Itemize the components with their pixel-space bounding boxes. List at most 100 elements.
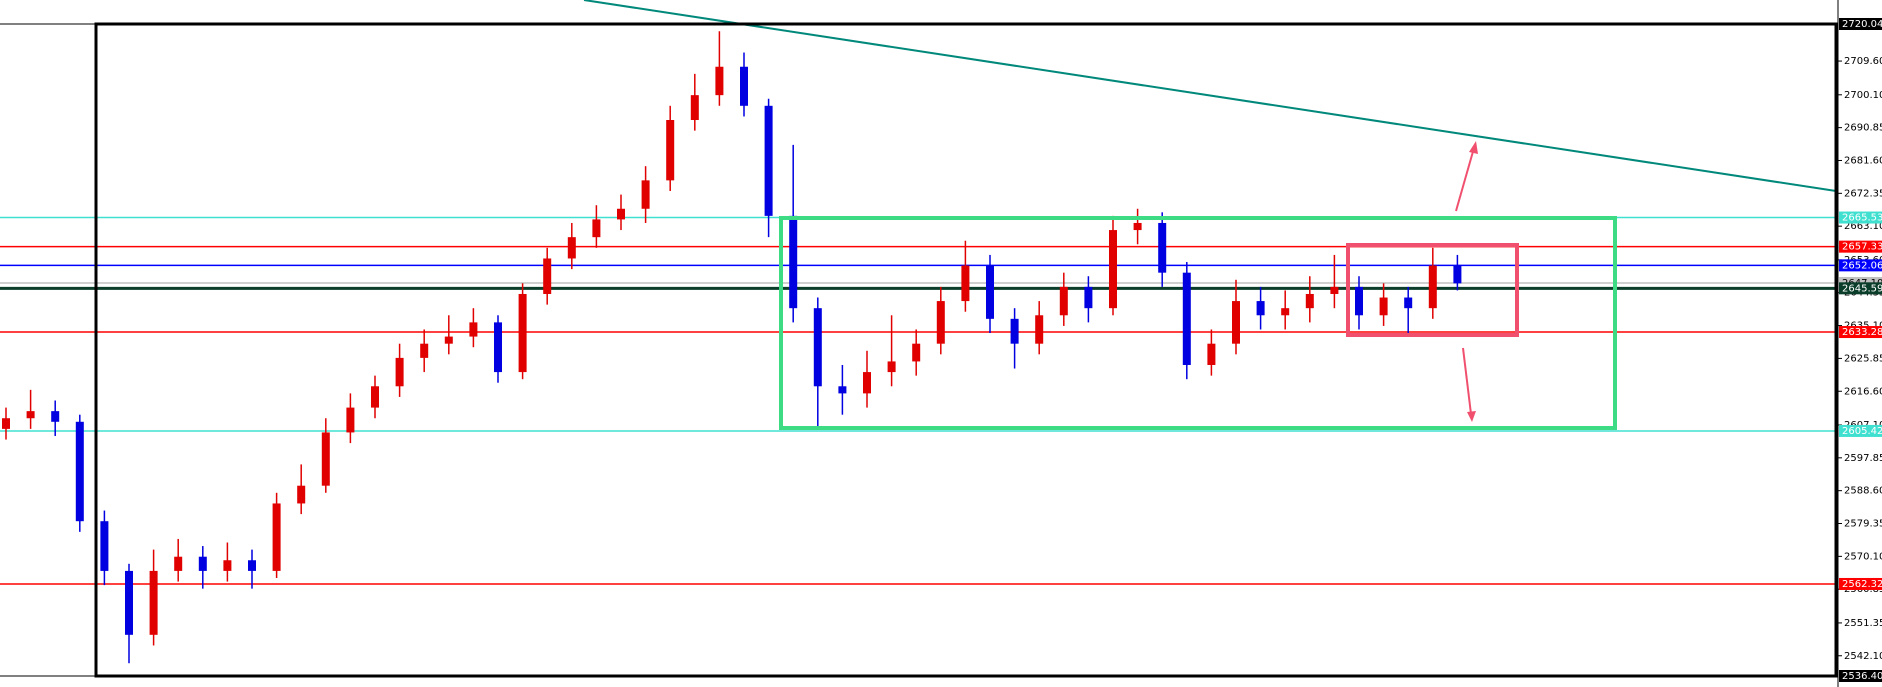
- y-tick-label: 2588.60: [1844, 486, 1882, 497]
- trend-line: [583, 0, 1837, 192]
- arrow-up: [1455, 147, 1475, 212]
- candle-body: [789, 215, 798, 309]
- candle-body: [863, 372, 871, 394]
- candle-body: [26, 411, 35, 419]
- candle-body: [346, 407, 355, 433]
- candle-body: [1305, 293, 1314, 309]
- y-tick-label: 2551.35: [1844, 618, 1882, 629]
- y-tick-label: 2690.85: [1844, 123, 1882, 134]
- consolidation-box: [779, 216, 1617, 430]
- price-scale: 2709.60 2700.10 2690.85 2681.60 2672.35 2663.…: [1838, 18, 1882, 682]
- levels: [0, 216, 1838, 585]
- arrow-down: [1462, 347, 1472, 415]
- level-label: 2605.42: [1842, 426, 1882, 437]
- y-tick-label: 2709.60: [1844, 56, 1882, 67]
- level-label: 2720.04: [1842, 19, 1882, 30]
- candle-body: [444, 336, 453, 344]
- candle-body: [1010, 318, 1019, 344]
- candle-body: [469, 322, 478, 337]
- candles: [2, 31, 1462, 664]
- candle-body: [1428, 265, 1437, 309]
- candle-body: [223, 560, 232, 571]
- level-tag: [1839, 282, 1882, 295]
- candle-body: [740, 66, 748, 106]
- level-label: 2665.53: [1842, 213, 1882, 224]
- candle-body: [272, 503, 281, 571]
- arrow-head: [1467, 411, 1476, 422]
- candle-body: [2, 418, 10, 429]
- candle-body: [149, 570, 158, 635]
- candle-body: [297, 485, 306, 504]
- level-label: 2652.06: [1842, 260, 1882, 271]
- candle-body: [961, 265, 970, 302]
- y-tick-label: 2579.35: [1844, 519, 1882, 530]
- candle-body: [1379, 297, 1388, 316]
- y-tick-label: 2542.10: [1844, 651, 1882, 662]
- level-tag: [1839, 18, 1882, 30]
- level-label: 2633.28: [1842, 327, 1882, 338]
- candle-body: [592, 219, 601, 238]
- candle-body: [1158, 222, 1167, 273]
- candle-body: [1059, 286, 1068, 316]
- level-label: 2562.32: [1842, 579, 1882, 590]
- arrow-head: [1469, 141, 1478, 154]
- candle-body: [1035, 315, 1044, 344]
- level-label: 2645.59: [1842, 283, 1882, 294]
- candle-body: [1133, 222, 1142, 231]
- candle-body: [715, 66, 724, 96]
- y-tick-label: 2663.10: [1844, 221, 1882, 232]
- level-tag: [1839, 326, 1882, 339]
- level-tag: [1839, 259, 1882, 272]
- candle-body: [936, 301, 945, 344]
- candle-body: [198, 556, 207, 571]
- candle-body: [641, 180, 650, 209]
- candle-body: [51, 411, 60, 422]
- candle-body: [1404, 297, 1413, 309]
- candle-body: [125, 570, 133, 635]
- y-tick-label: 2700.10: [1844, 90, 1882, 101]
- candle-body: [248, 560, 256, 571]
- candle-body: [764, 105, 773, 216]
- candle-body: [986, 265, 994, 319]
- candle-body: [543, 258, 552, 294]
- candle-body: [887, 361, 896, 373]
- candle-body: [567, 237, 576, 259]
- candle-body: [518, 293, 527, 373]
- y-tick-label: 2616.60: [1844, 386, 1882, 397]
- y-tick-label: 2597.85: [1844, 453, 1882, 464]
- candle-body: [1207, 343, 1216, 365]
- candle-body: [321, 432, 330, 486]
- candle-body: [1084, 286, 1093, 309]
- level-label: 2536.40: [1842, 671, 1882, 682]
- candle-body: [838, 386, 847, 394]
- candle-body: [371, 386, 379, 408]
- level-tag: [1839, 240, 1882, 253]
- candle-body: [75, 421, 84, 522]
- candle-body: [813, 308, 822, 387]
- candle-body: [100, 521, 109, 571]
- y-tick-label: 2570.10: [1844, 551, 1882, 562]
- candle-body: [1232, 301, 1240, 344]
- inner-box: [1346, 243, 1519, 337]
- candle-body: [494, 322, 502, 373]
- candle-body: [1182, 272, 1191, 365]
- candle-body: [912, 343, 921, 362]
- level-tag: [1839, 577, 1882, 590]
- candle-body: [174, 556, 183, 571]
- candle-body: [420, 343, 429, 358]
- level-tag: [1839, 670, 1882, 682]
- y-tick-label: 2681.60: [1844, 155, 1882, 166]
- candle-body: [1281, 308, 1290, 316]
- candle-body: [666, 120, 675, 181]
- candle-body: [1330, 286, 1339, 294]
- level-tag: [1839, 211, 1882, 224]
- candle-body: [617, 208, 625, 220]
- candle-body: [1256, 301, 1265, 316]
- range-box: [94, 22, 1838, 678]
- candle-body: [1453, 265, 1462, 284]
- y-tick-label: 2672.35: [1844, 188, 1882, 199]
- candle-body: [1355, 286, 1363, 316]
- candle-body: [395, 357, 404, 387]
- level-tag: [1839, 424, 1882, 437]
